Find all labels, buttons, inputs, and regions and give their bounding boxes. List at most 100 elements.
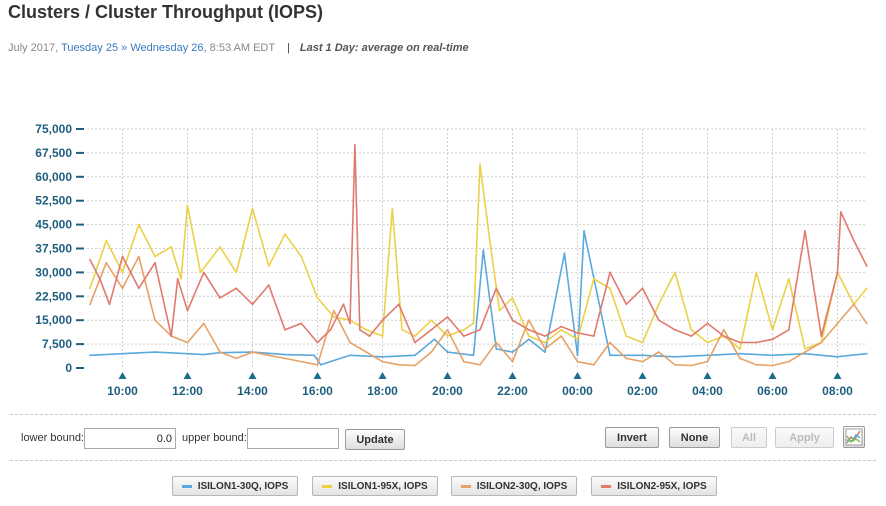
series-1-point — [251, 207, 254, 210]
series-1-point — [186, 204, 189, 207]
x-tick-label: 02:00 — [627, 384, 658, 398]
series-3-point — [527, 328, 530, 331]
series-3-point — [560, 325, 563, 328]
series-1-point — [804, 348, 806, 350]
y-tick-label: 15,000 — [35, 313, 72, 327]
series-legend: ISILON1-30Q, IOPS ISILON1-95X, IOPS ISIL… — [0, 476, 886, 498]
series-2-point — [836, 322, 839, 325]
series-3-point — [739, 341, 741, 344]
series-1-point — [180, 277, 182, 280]
series-1-point — [267, 265, 270, 267]
x-tick-label: 04:00 — [692, 384, 723, 398]
series-2-point — [267, 354, 270, 357]
y-tick-label: 7,500 — [42, 337, 72, 351]
series-2-point — [381, 360, 384, 363]
range-to-link[interactable]: Wednesday 26, — [130, 42, 207, 54]
series-3-point — [576, 332, 579, 334]
series-1-point — [527, 335, 530, 337]
upper-bound-input[interactable] — [247, 428, 339, 449]
series-1-point — [300, 255, 303, 258]
x-tick-marker — [313, 372, 322, 379]
series-2-point — [771, 364, 774, 367]
series-2-point — [852, 303, 855, 306]
legend-item-isilon1-30q[interactable]: ISILON1-30Q, IOPS — [172, 476, 298, 496]
series-2-point — [316, 363, 319, 366]
update-button[interactable]: Update — [345, 429, 405, 450]
series-0-point — [472, 354, 475, 357]
series-1-point — [592, 277, 595, 280]
series-1-point — [89, 287, 91, 290]
series-3-point — [368, 335, 371, 337]
series-2-point — [284, 357, 286, 360]
series-1-point — [787, 277, 790, 280]
series-2-point — [186, 341, 189, 344]
series-3-point — [657, 319, 660, 322]
series-3-point — [354, 144, 356, 146]
series-2-point — [787, 360, 790, 363]
series-0-point — [349, 354, 351, 357]
series-2-point — [219, 351, 221, 353]
series-0-point — [202, 353, 205, 356]
series-0-point — [609, 354, 611, 357]
series-2-point — [251, 351, 254, 353]
series-1-point — [498, 309, 501, 312]
series-0-point — [563, 252, 566, 255]
range-separator: » — [121, 42, 128, 54]
series-2-point — [446, 328, 449, 331]
chart-type-button[interactable] — [843, 426, 865, 448]
series-3-point — [446, 316, 449, 318]
series-1-point — [154, 255, 156, 258]
subtitle-divider: | — [286, 42, 290, 54]
series-0-point — [771, 354, 774, 357]
series-1-point — [625, 335, 628, 337]
lower-bound-input[interactable] — [84, 428, 176, 449]
series-1-point — [657, 303, 660, 306]
x-tick-marker — [768, 372, 777, 379]
series-1-point — [609, 287, 611, 290]
series-1-point — [511, 297, 514, 299]
all-button[interactable]: All — [731, 427, 767, 448]
series-1-point — [706, 341, 709, 344]
y-tick-label: 37,500 — [35, 242, 72, 256]
series-0-point — [433, 338, 436, 341]
x-tick-label: 00:00 — [562, 384, 593, 398]
series-3-point — [170, 335, 173, 337]
series-0-point — [313, 354, 316, 357]
series-0-point — [89, 354, 91, 357]
none-button[interactable]: None — [669, 427, 720, 448]
series-3-point — [609, 271, 611, 274]
upper-bound-label: upper bound: — [182, 432, 247, 444]
series-0-point — [583, 230, 585, 232]
series-3-point — [358, 328, 361, 331]
series-3-point — [865, 265, 868, 267]
series-0-point — [414, 354, 416, 357]
series-0-point — [674, 355, 676, 358]
x-tick-label: 06:00 — [757, 384, 788, 398]
range-from-link[interactable]: Tuesday 25 — [61, 42, 119, 54]
series-2-point — [414, 364, 416, 367]
series-1-point — [690, 328, 693, 331]
series-3-point — [625, 303, 628, 306]
series-1-point — [284, 233, 286, 236]
series-2-point — [674, 363, 676, 366]
line-chart-icon — [845, 428, 863, 446]
series-3-point — [690, 335, 693, 337]
series-line-0 — [89, 230, 867, 366]
series-2-point — [495, 341, 498, 344]
range-month: July 2017, — [8, 42, 59, 54]
series-3-point — [381, 319, 384, 322]
legend-item-isilon2-95x[interactable]: ISILON2-95X, IOPS — [591, 476, 717, 496]
series-2-point — [235, 357, 238, 360]
apply-button[interactable]: Apply — [775, 427, 834, 448]
legend-item-isilon1-95x[interactable]: ISILON1-95X, IOPS — [312, 476, 438, 496]
x-tick-marker — [183, 372, 192, 379]
legend-swatch — [460, 484, 471, 488]
series-0-point — [446, 351, 449, 353]
series-3-point — [641, 287, 644, 290]
legend-item-isilon2-30q[interactable]: ISILON2-30Q, IOPS — [451, 476, 577, 496]
series-0-point — [495, 348, 498, 350]
series-3-point — [267, 284, 270, 286]
invert-button[interactable]: Invert — [605, 427, 659, 448]
series-2-point — [479, 363, 481, 366]
series-3-point — [202, 271, 205, 274]
